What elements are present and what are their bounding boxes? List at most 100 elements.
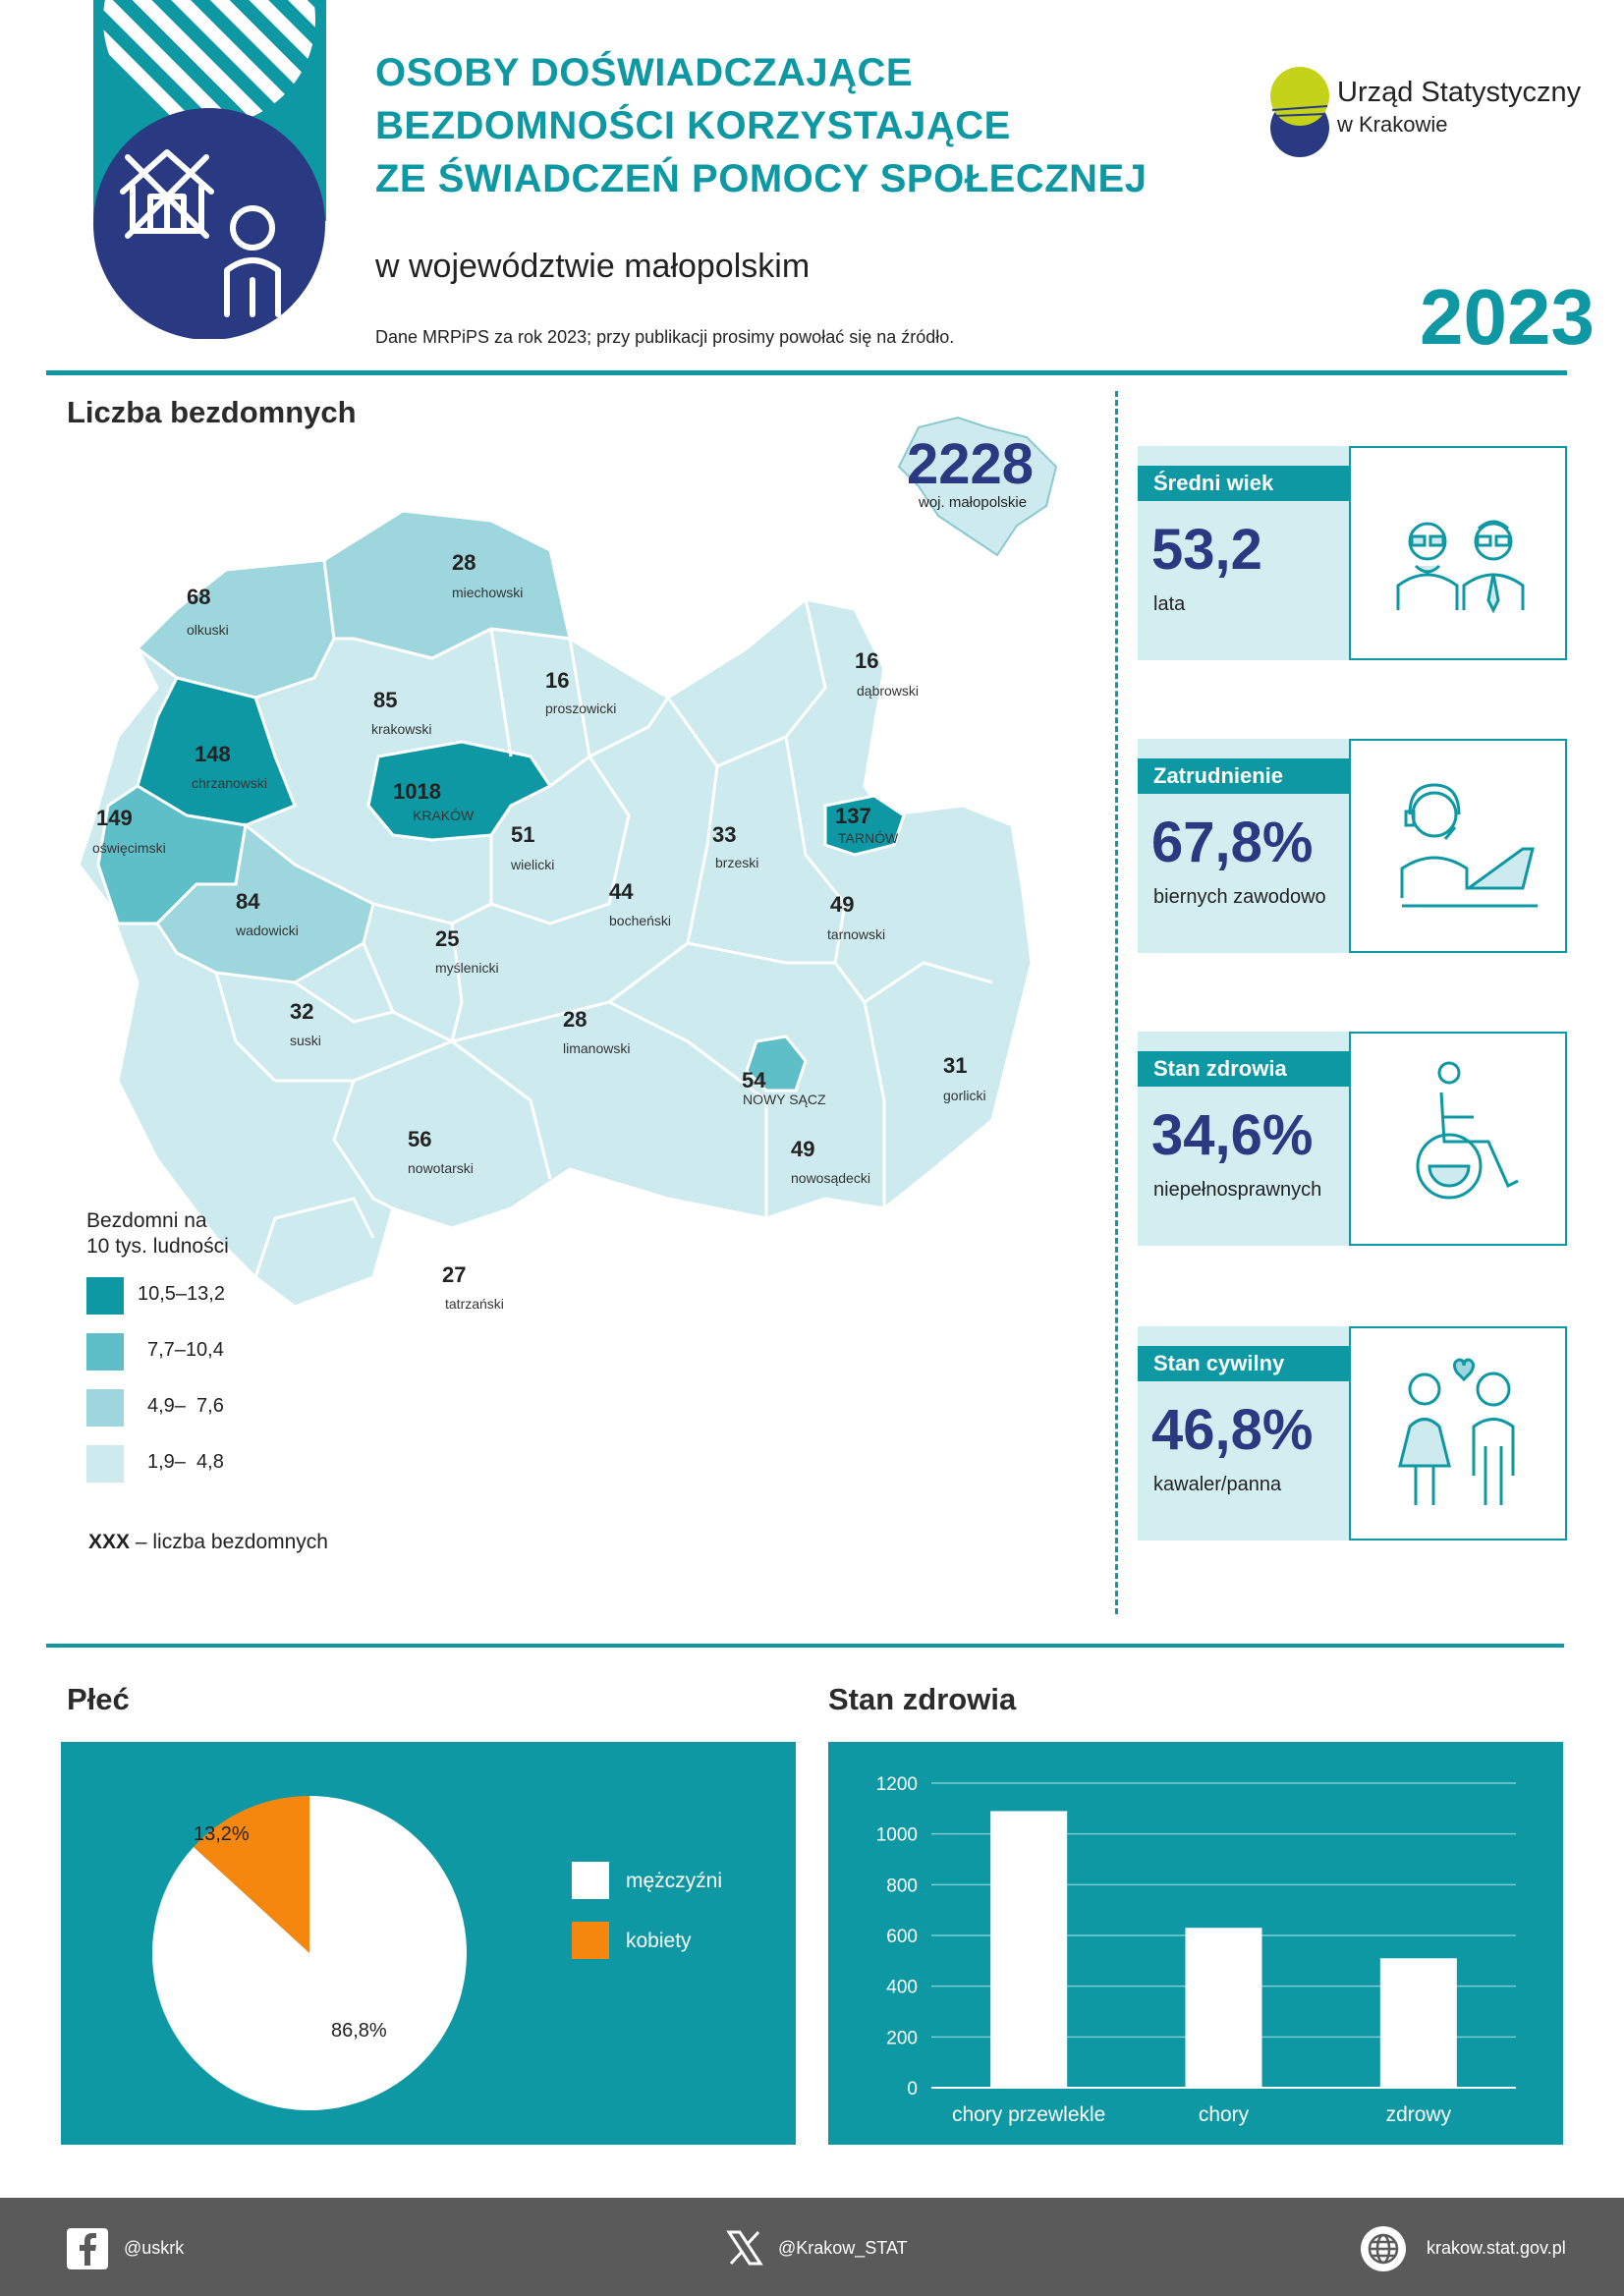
label-nowotarski-name: nowotarski	[408, 1160, 474, 1176]
label-bochenski-name: bocheński	[609, 913, 671, 928]
pie-slices	[151, 1796, 467, 2110]
header-divider	[46, 370, 1567, 375]
footer-bar	[0, 2198, 1624, 2296]
label-suski-value: 32	[290, 999, 313, 1024]
label-olkuski-name: olkuski	[187, 622, 229, 638]
wheelchair-icon	[1349, 1032, 1567, 1246]
stat-card-health-value: 34,6%	[1151, 1103, 1314, 1167]
label-wielicki-name: wielicki	[510, 857, 554, 872]
worker-icon-svg	[1400, 783, 1538, 908]
total-value: 2228	[907, 432, 1035, 496]
legend-men-swatch	[572, 1862, 609, 1899]
label-myslenicki-value: 25	[435, 926, 459, 951]
couple-icon-svg	[1398, 1358, 1515, 1505]
facebook-handle[interactable]: @uskrk	[124, 2238, 185, 2258]
y-tick-label: 1000	[876, 1825, 918, 1846]
legend-label-3: 4,9– 7,6	[147, 1395, 224, 1417]
worker-icon	[1349, 739, 1567, 953]
label-bochenski-value: 44	[609, 879, 634, 904]
label-gorlicki-value: 31	[943, 1053, 967, 1078]
label-krakow-name: KRAKÓW	[413, 808, 475, 823]
facebook-icon[interactable]	[67, 2228, 108, 2269]
label-nowy-sacz-name: NOWY SĄCZ	[743, 1092, 826, 1107]
x-category-label: zdrowy	[1386, 2103, 1452, 2126]
source-note: Dane MRPiPS za rok 2023; przy publikacji…	[375, 327, 955, 347]
stat-card-employment-value: 67,8%	[1151, 811, 1314, 874]
label-nowy-sacz-value: 54	[742, 1068, 766, 1092]
powiat-nowy-sacz	[745, 1035, 808, 1092]
y-tick-label: 800	[886, 1876, 918, 1896]
stat-card-marital-value: 46,8%	[1151, 1398, 1314, 1462]
gender-chart-panel: 86,8% 13,2% mężczyźni kobiety	[61, 1742, 796, 2145]
x-icon[interactable]	[725, 2228, 764, 2268]
legend-title-line1: Bezdomni na	[86, 1209, 207, 1232]
y-tick-label: 0	[907, 2079, 918, 2100]
gender-section-title: Płeć	[67, 1682, 130, 1716]
label-krakowski-value: 85	[373, 688, 397, 712]
label-proszowicki-name: proszowicki	[545, 700, 616, 716]
stat-card-marital-title: Stan cywilny	[1138, 1346, 1372, 1381]
pie-slice-men	[151, 1796, 467, 2110]
globe-icon[interactable]	[1361, 2226, 1406, 2271]
subtitle: w województwie małopolskim	[375, 248, 811, 285]
stat-card-health-sub: niepełnosprawnych	[1153, 1179, 1322, 1201]
pie-slice-women	[193, 1796, 309, 1953]
label-krakowski-name: krakowski	[371, 721, 431, 737]
stat-card-age: Średni wiek 53,2 lata	[1138, 446, 1567, 660]
y-tick-label: 400	[886, 1978, 918, 1998]
legend-swatch-2	[86, 1333, 124, 1371]
logo-city: w Krakowie	[1337, 112, 1448, 137]
label-brzeski-name: brzeski	[715, 855, 758, 870]
label-tarnow-value: 137	[835, 804, 871, 828]
region-outline-icon	[897, 416, 1058, 557]
stat-card-health: Stan zdrowia 34,6% niepełnosprawnych	[1138, 1032, 1567, 1246]
legend-women-label: kobiety	[626, 1930, 692, 1952]
label-dabrowski-name: dąbrowski	[857, 683, 919, 699]
header-graphic	[93, 0, 326, 340]
legend-note: XXX – liczba bezdomnych	[88, 1531, 328, 1554]
stat-card-employment: Zatrudnienie 67,8% biernych zawodowo	[1138, 739, 1567, 953]
y-tick-label: 200	[886, 2028, 918, 2048]
legend-label-4: 1,9– 4,8	[147, 1451, 224, 1473]
bar-1	[1185, 1928, 1262, 2088]
label-proszowicki-value: 16	[545, 668, 569, 693]
health-bar-chart: 0 200 400 600 800 1000 1200 chory przewlekle cho…	[876, 1774, 1516, 2126]
label-wielicki-value: 51	[511, 822, 534, 847]
label-oswiecimski-name: oświęcimski	[92, 840, 166, 856]
legend-swatch-4	[86, 1445, 124, 1483]
stat-card-health-title: Stan zdrowia	[1138, 1051, 1372, 1087]
label-gorlicki-name: gorlicki	[943, 1088, 986, 1103]
vertical-divider	[1115, 391, 1118, 1614]
malopolska-map: 68 olkuski 28 miechowski 85 krakowski 16…	[77, 509, 1034, 1312]
label-krakow-value: 1018	[393, 779, 441, 804]
website-link[interactable]: krakow.stat.gov.pl	[1427, 2238, 1566, 2258]
label-suski-name: suski	[290, 1033, 321, 1048]
label-tarnowski-name: tarnowski	[827, 926, 885, 942]
stat-card-marital: Stan cywilny 46,8% kawaler/panna	[1138, 1326, 1567, 1540]
x-category-label: chory	[1199, 2103, 1250, 2126]
logo-icon	[1270, 67, 1329, 157]
label-tatrzanski-name: tatrzański	[445, 1296, 504, 1312]
legend-swatch-1	[86, 1277, 124, 1315]
label-limanowski-value: 28	[563, 1007, 587, 1032]
bar-2	[1379, 1958, 1457, 2088]
label-brzeski-value: 33	[712, 822, 736, 847]
x-handle[interactable]: @Krakow_STAT	[778, 2238, 908, 2258]
pie-label-women: 13,2%	[194, 1823, 250, 1845]
stat-card-marital-sub: kawaler/panna	[1153, 1474, 1282, 1495]
legend-label-2: 7,7–10,4	[147, 1339, 224, 1361]
label-nowosadecki-name: nowosądecki	[791, 1170, 870, 1186]
logo-name: Urząd Statystyczny	[1337, 77, 1582, 108]
people-icon	[1349, 446, 1567, 660]
total-label: woj. małopolskie	[919, 494, 1028, 511]
wheelchair-icon-svg	[1416, 1061, 1519, 1200]
couple-icon	[1349, 1326, 1567, 1540]
stat-card-age-value: 53,2	[1151, 518, 1262, 582]
powiat-labels: 68 olkuski 28 miechowski 85 krakowski 16…	[92, 550, 986, 1312]
title-line-3: ZE ŚWIADCZEŃ POMOCY SPOŁECZNEJ	[375, 157, 1148, 200]
people-icon-svg	[1396, 520, 1525, 614]
powiat-krakow	[366, 740, 553, 842]
label-tatrzanski-value: 27	[442, 1262, 466, 1287]
legend-swatch-3	[86, 1389, 124, 1427]
label-miechowski-value: 28	[452, 550, 476, 575]
